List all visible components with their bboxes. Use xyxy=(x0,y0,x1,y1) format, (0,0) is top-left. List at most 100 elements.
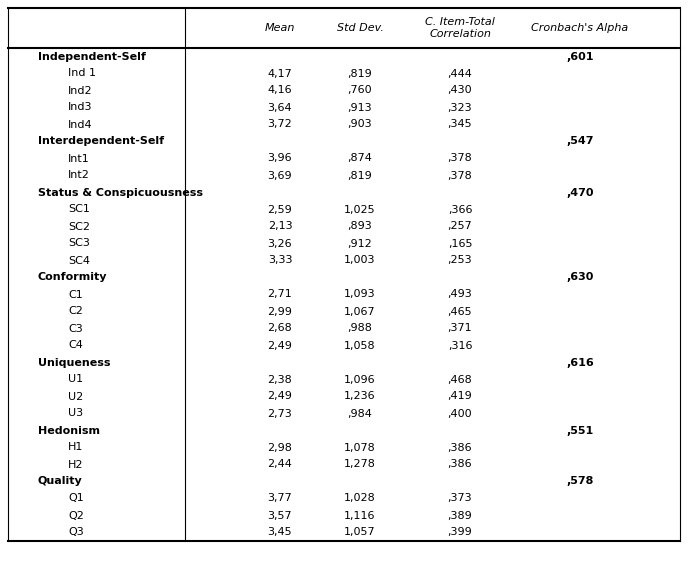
Text: Q1: Q1 xyxy=(68,493,84,504)
Text: ,366: ,366 xyxy=(448,205,472,214)
Text: ,468: ,468 xyxy=(448,374,473,385)
Text: ,345: ,345 xyxy=(448,120,473,129)
Text: ,444: ,444 xyxy=(448,68,473,79)
Text: 3,45: 3,45 xyxy=(268,527,292,538)
Text: 2,38: 2,38 xyxy=(268,374,292,385)
Text: Correlation: Correlation xyxy=(429,29,491,39)
Text: 4,17: 4,17 xyxy=(268,68,292,79)
Text: C. Item-Total: C. Item-Total xyxy=(425,17,495,27)
Text: SC3: SC3 xyxy=(68,239,90,248)
Text: 1,058: 1,058 xyxy=(344,340,376,351)
Text: Independent-Self: Independent-Self xyxy=(38,52,146,62)
Text: ,253: ,253 xyxy=(448,255,473,266)
Text: 2,68: 2,68 xyxy=(268,324,292,334)
Text: 2,13: 2,13 xyxy=(268,221,292,232)
Text: 1,057: 1,057 xyxy=(344,527,376,538)
Text: Mean: Mean xyxy=(265,23,295,33)
Text: ,601: ,601 xyxy=(566,52,594,62)
Text: Ind4: Ind4 xyxy=(68,120,93,129)
Text: Ind2: Ind2 xyxy=(68,86,93,95)
Text: 2,73: 2,73 xyxy=(268,408,292,419)
Text: 1,278: 1,278 xyxy=(344,459,376,470)
Text: ,386: ,386 xyxy=(448,459,473,470)
Text: 3,69: 3,69 xyxy=(268,171,292,181)
Text: Status & Conspicuousness: Status & Conspicuousness xyxy=(38,187,203,197)
Text: 1,067: 1,067 xyxy=(344,306,376,316)
Text: ,913: ,913 xyxy=(347,102,372,113)
Text: Q2: Q2 xyxy=(68,511,84,520)
Text: Uniqueness: Uniqueness xyxy=(38,358,111,367)
Text: H1: H1 xyxy=(68,443,83,453)
Text: Conformity: Conformity xyxy=(38,273,107,282)
Text: Q3: Q3 xyxy=(68,527,84,538)
Text: 3,57: 3,57 xyxy=(268,511,292,520)
Text: Ind3: Ind3 xyxy=(68,102,92,113)
Text: ,316: ,316 xyxy=(448,340,472,351)
Text: ,616: ,616 xyxy=(566,358,594,367)
Text: 1,093: 1,093 xyxy=(344,289,376,300)
Text: U3: U3 xyxy=(68,408,83,419)
Text: ,419: ,419 xyxy=(448,392,473,401)
Text: Ind 1: Ind 1 xyxy=(68,68,96,79)
Text: ,323: ,323 xyxy=(448,102,473,113)
Text: SC4: SC4 xyxy=(68,255,90,266)
Text: 2,44: 2,44 xyxy=(268,459,292,470)
Text: SC1: SC1 xyxy=(68,205,90,214)
Text: ,371: ,371 xyxy=(448,324,473,334)
Text: 2,49: 2,49 xyxy=(268,340,292,351)
Text: ,578: ,578 xyxy=(566,477,594,486)
Text: ,465: ,465 xyxy=(448,306,473,316)
Text: ,386: ,386 xyxy=(448,443,473,453)
Text: ,547: ,547 xyxy=(566,136,594,147)
Text: 1,003: 1,003 xyxy=(344,255,376,266)
Text: ,373: ,373 xyxy=(448,493,473,504)
Text: U2: U2 xyxy=(68,392,83,401)
Text: 2,71: 2,71 xyxy=(268,289,292,300)
Text: ,819: ,819 xyxy=(347,68,372,79)
Text: ,165: ,165 xyxy=(448,239,472,248)
Text: 2,59: 2,59 xyxy=(268,205,292,214)
Text: 1,078: 1,078 xyxy=(344,443,376,453)
Text: ,470: ,470 xyxy=(566,187,594,197)
Text: ,988: ,988 xyxy=(347,324,372,334)
Text: 1,096: 1,096 xyxy=(344,374,376,385)
Text: 1,116: 1,116 xyxy=(344,511,376,520)
Text: ,399: ,399 xyxy=(448,527,473,538)
Text: 1,025: 1,025 xyxy=(344,205,376,214)
Text: ,551: ,551 xyxy=(566,426,594,435)
Text: Quality: Quality xyxy=(38,477,83,486)
Text: 3,33: 3,33 xyxy=(268,255,292,266)
Text: 4,16: 4,16 xyxy=(268,86,292,95)
Text: 1,028: 1,028 xyxy=(344,493,376,504)
Text: ,493: ,493 xyxy=(448,289,473,300)
Text: ,893: ,893 xyxy=(347,221,372,232)
Text: H2: H2 xyxy=(68,459,83,470)
Text: ,430: ,430 xyxy=(448,86,473,95)
Text: 2,99: 2,99 xyxy=(268,306,292,316)
Text: C1: C1 xyxy=(68,289,83,300)
Text: SC2: SC2 xyxy=(68,221,90,232)
Text: Hedonism: Hedonism xyxy=(38,426,100,435)
Text: 3,26: 3,26 xyxy=(268,239,292,248)
Text: U1: U1 xyxy=(68,374,83,385)
Text: Int1: Int1 xyxy=(68,154,89,163)
Text: ,257: ,257 xyxy=(448,221,473,232)
Text: 2,98: 2,98 xyxy=(268,443,292,453)
Text: Cronbach's Alpha: Cronbach's Alpha xyxy=(531,23,629,33)
Text: ,819: ,819 xyxy=(347,171,372,181)
Text: Int2: Int2 xyxy=(68,171,90,181)
Text: ,760: ,760 xyxy=(347,86,372,95)
Text: 3,72: 3,72 xyxy=(268,120,292,129)
Text: ,389: ,389 xyxy=(448,511,473,520)
Text: ,400: ,400 xyxy=(448,408,473,419)
Text: 3,77: 3,77 xyxy=(268,493,292,504)
Text: 2,49: 2,49 xyxy=(268,392,292,401)
Text: ,874: ,874 xyxy=(347,154,372,163)
Text: ,912: ,912 xyxy=(347,239,372,248)
Text: C3: C3 xyxy=(68,324,83,334)
Text: 1,236: 1,236 xyxy=(344,392,376,401)
Text: ,378: ,378 xyxy=(448,154,473,163)
Text: ,984: ,984 xyxy=(347,408,372,419)
Text: ,378: ,378 xyxy=(448,171,473,181)
Text: Interdependent-Self: Interdependent-Self xyxy=(38,136,164,147)
